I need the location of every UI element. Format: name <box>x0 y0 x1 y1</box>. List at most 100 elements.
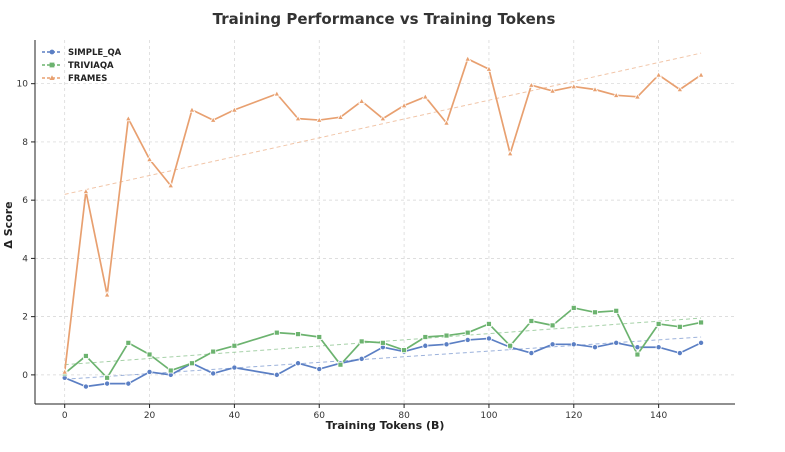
y-tick-label: 2 <box>22 313 28 323</box>
legend-label-frames: FRAMES <box>68 74 107 84</box>
data-point-frames <box>400 101 408 109</box>
y-tick-labels: 0 2 4 6 8 10 <box>17 80 35 381</box>
x-tick-label: 60 <box>314 411 326 421</box>
data-point-triviaqa <box>316 334 323 340</box>
data-point-frames <box>655 71 663 78</box>
x-tick-label: 20 <box>144 411 156 421</box>
data-point-triviaqa <box>592 309 598 316</box>
series-line-triviaqa <box>64 307 702 379</box>
data-point-simple_qa <box>358 355 365 362</box>
data-point-frames <box>676 85 684 93</box>
data-point-triviaqa <box>486 321 492 327</box>
trend-line-frames <box>64 52 702 195</box>
data-point-frames <box>485 65 493 72</box>
data-point-triviaqa <box>337 361 344 368</box>
chart-title: Training Performance vs Training Tokens <box>213 10 556 28</box>
grid <box>35 40 735 404</box>
data-point-simple_qa <box>316 366 323 373</box>
data-point-triviaqa <box>655 321 662 327</box>
data-point-simple_qa <box>82 383 89 390</box>
x-tick-label: 0 <box>62 411 68 421</box>
data-point-frames <box>527 81 535 88</box>
legend-marker <box>49 62 55 68</box>
data-point-simple_qa <box>231 364 238 371</box>
trend-lines <box>64 52 702 380</box>
data-point-triviaqa <box>507 342 514 349</box>
data-point-triviaqa <box>422 334 429 340</box>
data-point-frames <box>315 116 323 123</box>
data-point-triviaqa <box>379 339 386 346</box>
data-point-triviaqa <box>464 329 471 336</box>
series-line-frames <box>63 58 702 373</box>
data-point-frames <box>591 85 599 93</box>
data-point-frames <box>443 119 450 126</box>
data-point-triviaqa <box>104 374 111 381</box>
data-point-triviaqa <box>570 305 577 311</box>
data-point-frames <box>464 55 472 62</box>
series-lines <box>63 58 702 388</box>
data-point-simple_qa <box>104 380 111 387</box>
data-point-simple_qa <box>485 335 492 342</box>
data-point-simple_qa <box>676 350 683 357</box>
series-markers <box>61 55 705 390</box>
x-tick-label: 120 <box>565 411 582 421</box>
data-point-triviaqa <box>401 347 407 354</box>
data-point-triviaqa <box>549 322 556 329</box>
y-tick-label: 6 <box>22 196 28 206</box>
legend-marker <box>49 49 55 55</box>
data-point-simple_qa <box>592 344 599 351</box>
data-point-simple_qa <box>443 341 450 348</box>
data-point-simple_qa <box>634 344 641 351</box>
data-point-triviaqa <box>613 307 620 314</box>
axes <box>34 40 735 405</box>
data-point-simple_qa <box>613 339 620 346</box>
data-point-frames <box>570 82 578 90</box>
data-point-frames <box>209 116 217 123</box>
data-point-frames <box>61 368 69 375</box>
data-point-triviaqa <box>443 332 450 339</box>
data-point-simple_qa <box>528 350 535 357</box>
data-point-frames <box>612 91 620 98</box>
data-point-triviaqa <box>698 319 704 326</box>
y-tick-label: 8 <box>22 138 28 148</box>
data-point-triviaqa <box>146 351 153 358</box>
data-point-triviaqa <box>189 360 195 367</box>
data-point-frames <box>273 90 281 97</box>
data-point-simple_qa <box>125 380 132 387</box>
data-point-simple_qa <box>273 371 280 378</box>
data-point-frames <box>103 290 111 298</box>
data-point-frames <box>697 71 705 78</box>
data-point-triviaqa <box>125 339 132 346</box>
data-point-triviaqa <box>528 318 535 324</box>
data-point-frames <box>146 155 154 162</box>
series-line-simple_qa <box>64 337 702 388</box>
data-point-triviaqa <box>273 329 280 336</box>
data-point-triviaqa <box>676 323 683 330</box>
data-point-frames <box>188 106 196 113</box>
data-point-frames <box>379 114 387 122</box>
data-point-simple_qa <box>210 370 217 377</box>
data-point-simple_qa <box>295 360 302 367</box>
x-axis-label: Training Tokens (B) <box>326 419 445 432</box>
data-point-simple_qa <box>698 339 705 346</box>
y-axis-label: Δ Score <box>2 201 15 248</box>
data-point-triviaqa <box>358 338 365 345</box>
data-point-frames <box>336 113 344 120</box>
data-point-frames <box>358 97 366 104</box>
data-point-triviaqa <box>83 353 89 359</box>
data-point-simple_qa <box>549 341 556 348</box>
y-tick-label: 4 <box>22 254 28 264</box>
data-point-simple_qa <box>655 344 662 351</box>
data-point-triviaqa <box>295 331 301 338</box>
x-tick-label: 140 <box>650 411 667 421</box>
x-tick-label: 100 <box>480 411 497 421</box>
legend-label-simple_qa: SIMPLE_QA <box>68 48 122 58</box>
data-point-frames <box>506 149 514 157</box>
data-point-frames <box>230 106 238 113</box>
data-point-frames <box>421 92 429 100</box>
data-point-frames <box>82 187 90 195</box>
data-point-frames <box>294 114 302 122</box>
data-point-frames <box>633 92 641 100</box>
data-point-frames <box>124 114 132 122</box>
